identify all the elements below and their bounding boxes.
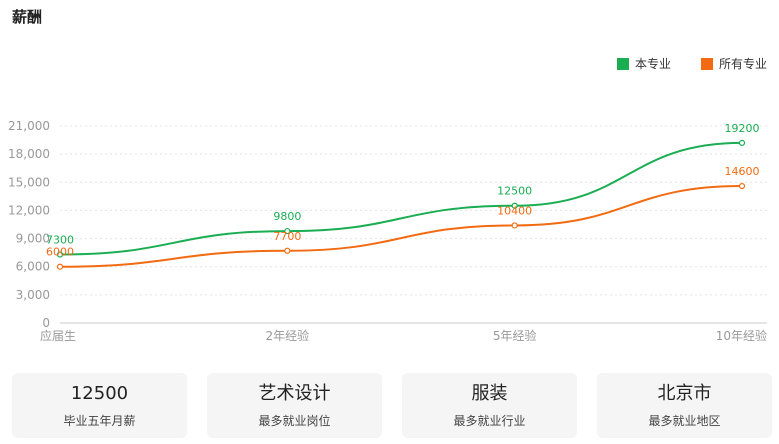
card-value: 艺术设计 [258, 383, 331, 404]
summary-card-region: 北京市 最多就业地区 [597, 373, 772, 438]
y-tick-label: 9,000 [16, 232, 50, 246]
chart-legend: 本专业 所有专业 [616, 55, 767, 72]
data-label: 19200 [725, 122, 760, 135]
card-value: 12500 [70, 383, 129, 404]
data-point [56, 251, 64, 258]
y-tick-label: 21,000 [8, 119, 50, 133]
data-point [56, 263, 64, 270]
legend-label-all-majors: 所有专业 [718, 57, 767, 71]
legend-swatch-all-majors [700, 57, 713, 70]
x-tick-label: 5年经验 [493, 328, 537, 343]
data-label: 7700 [273, 230, 301, 243]
data-point [738, 139, 746, 146]
data-label: 9800 [273, 210, 301, 223]
data-label: 10400 [497, 204, 532, 217]
data-label: 14600 [725, 165, 760, 178]
summary-card-industry: 服装 最多就业行业 [402, 373, 577, 438]
data-point [284, 227, 291, 235]
card-label: 最多就业行业 [453, 414, 526, 428]
card-label: 最多就业地区 [648, 414, 721, 428]
y-tick-label: 6,000 [16, 260, 50, 274]
y-tick-label: 0 [42, 316, 50, 330]
data-label: 7300 [46, 234, 74, 247]
x-tick-label: 2年经验 [266, 328, 310, 343]
series-line [59, 141, 743, 256]
y-tick-label: 18,000 [8, 147, 50, 161]
card-label: 毕业五年月薪 [63, 414, 136, 428]
card-value: 服装 [471, 383, 508, 404]
y-tick-label: 12,000 [8, 203, 50, 217]
series-line [59, 185, 743, 268]
y-tick-label: 15,000 [8, 175, 50, 189]
y-tick-label: 3,000 [16, 288, 50, 302]
salary-line-chart: 0 3,000 6,000 9,000 12,000 15,000 18,000 21,000… [8, 119, 767, 343]
summary-card-position: 艺术设计 最多就业岗位 [207, 373, 382, 438]
summary-card-salary: 12500 毕业五年月薪 [12, 373, 187, 438]
x-tick-label: 10年经验 [716, 328, 767, 343]
legend-item-all-majors[interactable]: 所有专业 [700, 55, 767, 72]
data-point [511, 202, 518, 209]
data-point [284, 247, 291, 254]
x-tick-label: 应届生 [40, 328, 76, 343]
data-point [511, 222, 518, 229]
data-label: 12500 [497, 185, 532, 198]
summary-cards: 12500 毕业五年月薪 艺术设计 最多就业岗位 服装 最多就业行业 北京市 最… [12, 373, 772, 438]
legend-swatch-this-major [616, 57, 629, 70]
card-label: 最多就业岗位 [258, 414, 331, 428]
section-title: 薪酬 [12, 8, 43, 26]
card-value: 北京市 [657, 383, 712, 404]
data-label: 6000 [46, 246, 74, 259]
legend-item-this-major[interactable]: 本专业 [616, 55, 671, 72]
legend-label-this-major: 本专业 [634, 57, 671, 71]
data-point [738, 182, 746, 190]
